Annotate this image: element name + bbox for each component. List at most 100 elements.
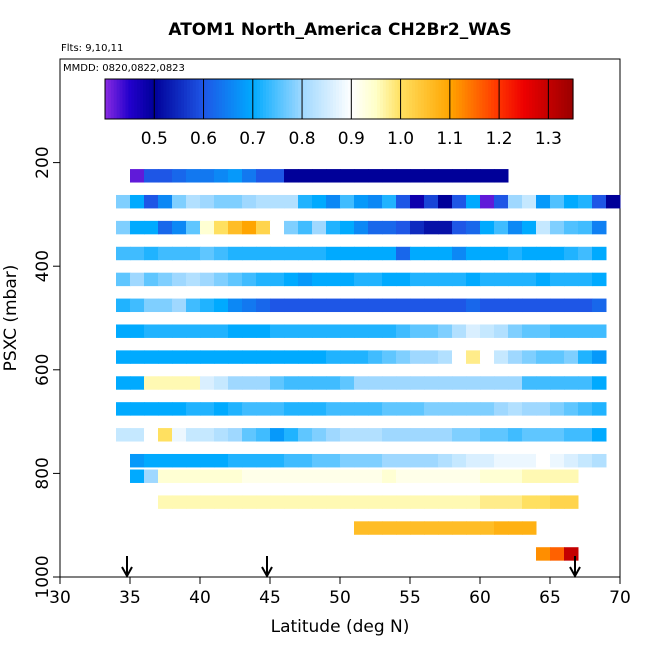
heatmap-cell <box>256 453 271 468</box>
heatmap-cell <box>270 495 285 509</box>
heatmap-cells <box>116 169 621 561</box>
heatmap-cell <box>270 402 285 416</box>
heatmap-cell <box>466 469 481 483</box>
heatmap-cell <box>144 350 159 364</box>
heatmap-cell <box>438 376 453 390</box>
colorbar-tick-label: 0.9 <box>338 129 365 149</box>
heatmap-cell <box>410 376 425 390</box>
heatmap-cell <box>564 428 579 442</box>
heatmap-cell <box>410 521 425 535</box>
heatmap-cell <box>354 469 369 483</box>
colorbar-segment <box>105 79 109 119</box>
chart-title: ATOM1 North_America CH2Br2_WAS <box>168 20 511 40</box>
colorbar-segment <box>183 79 188 119</box>
heatmap-cell <box>508 453 523 468</box>
heatmap-cell <box>214 350 229 364</box>
colorbar-segment <box>178 79 182 119</box>
heatmap-cell <box>382 376 397 390</box>
heatmap-cell <box>354 495 369 509</box>
heatmap-cell <box>340 402 355 416</box>
x-tick-label: 35 <box>119 588 141 608</box>
heatmap-cell <box>578 272 593 287</box>
heatmap-cell <box>368 428 383 442</box>
colorbar-segment <box>482 79 486 119</box>
heatmap-cell <box>172 428 187 442</box>
heatmap-cell <box>186 298 201 313</box>
heatmap-cell <box>438 350 453 364</box>
colorbar-segment <box>529 79 533 119</box>
heatmap-cell <box>130 350 145 364</box>
colorbar-segment <box>362 79 366 119</box>
heatmap-cell <box>242 428 257 442</box>
heatmap-cell <box>214 402 229 416</box>
colorbar-segment <box>567 79 571 119</box>
heatmap-cell <box>522 453 537 468</box>
heatmap-cell <box>214 453 229 468</box>
y-tick-label: 600 <box>33 354 53 386</box>
colorbar-segment <box>125 79 129 119</box>
colorbar-segment <box>303 79 308 119</box>
heatmap-cell <box>564 220 579 235</box>
colorbar-segment <box>113 79 118 119</box>
heatmap-cell <box>312 350 327 364</box>
heatmap-cell <box>508 521 523 535</box>
colorbar-segment <box>479 79 483 119</box>
heatmap-cell <box>396 521 411 535</box>
heatmap-cell <box>592 350 607 364</box>
colorbar-segment <box>210 79 214 119</box>
heatmap-cell <box>522 220 537 235</box>
heatmap-cell <box>508 402 523 416</box>
heatmap-cell <box>466 194 481 209</box>
heatmap-cell <box>326 428 341 442</box>
x-tick-label: 60 <box>469 588 491 608</box>
heatmap-cell <box>228 453 243 468</box>
colorbar-segment <box>163 79 168 119</box>
heatmap-cell <box>214 246 229 261</box>
colorbar-segment <box>377 79 381 119</box>
heatmap-cell <box>298 453 313 468</box>
heatmap-cell <box>382 402 397 416</box>
heatmap-cell <box>116 324 131 338</box>
heatmap-cell <box>326 376 341 390</box>
heatmap-cell <box>172 453 187 468</box>
heatmap-cell <box>382 169 397 183</box>
heatmap-cell <box>312 402 327 416</box>
heatmap-cell <box>466 272 481 287</box>
colorbar-segment <box>447 79 451 119</box>
heatmap-cell <box>508 220 523 235</box>
heatmap-cell <box>480 453 495 468</box>
heatmap-cell <box>298 169 313 183</box>
colorbar-segment <box>327 79 331 119</box>
heatmap-cell <box>228 246 243 261</box>
colorbar-segment <box>339 79 343 119</box>
heatmap-cell <box>158 495 173 509</box>
heatmap-cell <box>368 324 383 338</box>
heatmap-cell <box>494 220 509 235</box>
colorbar-segment <box>561 79 565 119</box>
heatmap-cell <box>200 194 215 209</box>
colorbar-segment <box>488 79 492 119</box>
heatmap-cell <box>424 453 439 468</box>
heatmap-cell <box>382 495 397 509</box>
heatmap-cell <box>172 194 187 209</box>
heatmap-cell <box>284 169 299 183</box>
heatmap-cell <box>494 428 509 442</box>
heatmap-cell <box>172 298 187 313</box>
colorbar-segment <box>260 79 264 119</box>
heatmap-cell <box>172 350 187 364</box>
heatmap-cell <box>480 376 495 390</box>
colorbar-segment <box>289 79 293 119</box>
heatmap-cell <box>284 272 299 287</box>
heatmap-cell <box>312 298 327 313</box>
heatmap-cell <box>494 324 509 338</box>
colorbar-segment <box>198 79 203 119</box>
heatmap-cell <box>480 246 495 261</box>
colorbar-segment <box>189 79 194 119</box>
heatmap-cell <box>116 428 131 442</box>
heatmap-cell <box>410 453 425 468</box>
colorbar-segment <box>353 79 358 119</box>
heatmap-cell <box>592 194 607 209</box>
heatmap-cell <box>550 220 565 235</box>
colorbar-segment <box>456 79 460 119</box>
